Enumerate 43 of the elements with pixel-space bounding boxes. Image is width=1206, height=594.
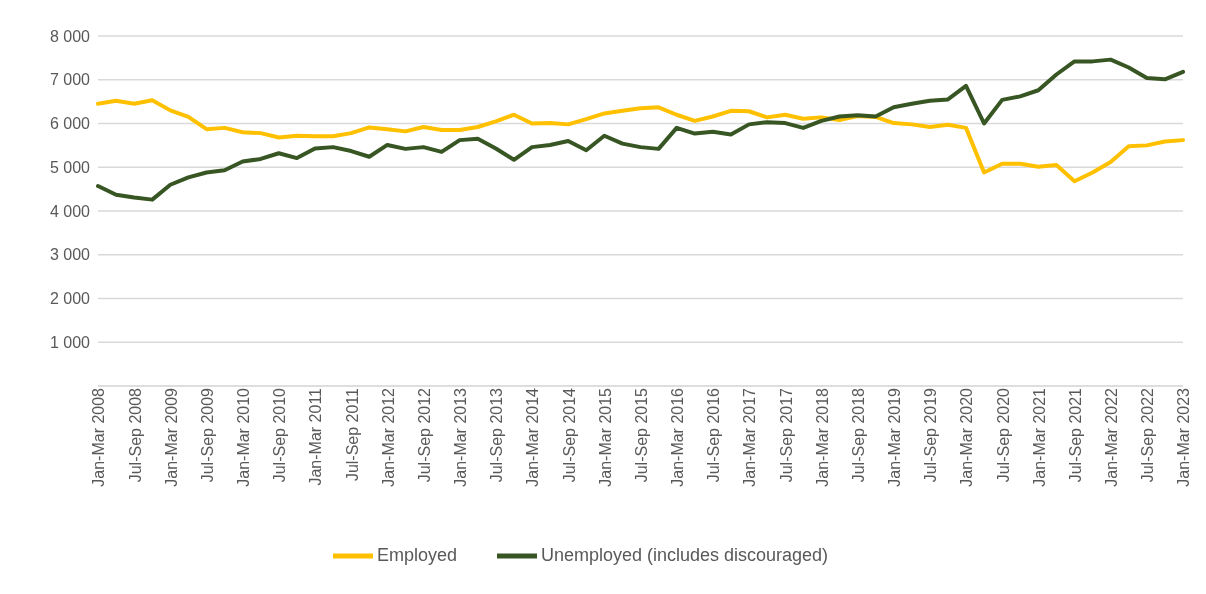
x-tick-label: Jan-Mar 2013 (452, 387, 470, 487)
x-tick-label: Jan-Mar 2009 (162, 387, 180, 487)
y-tick-label: 1 000 (49, 333, 91, 351)
y-tick-label: 5 000 (49, 158, 91, 176)
x-tick-label: Jul-Sep 2011 (343, 387, 361, 482)
y-tick-label: 2 000 (49, 290, 91, 308)
x-tick-label: Jan-Mar 2014 (524, 387, 542, 487)
legend-label: Unemployed (includes discouraged) (540, 544, 829, 565)
x-tick-label: Jan-Mar 2019 (886, 387, 904, 487)
x-tick-label: Jul-Sep 2015 (632, 387, 650, 483)
y-tick-label: 8 000 (49, 27, 91, 45)
x-tick-label: Jan-Mar 2012 (379, 387, 397, 487)
x-tick-label: Jul-Sep 2010 (271, 387, 289, 483)
x-tick-label: Jul-Sep 2016 (705, 387, 723, 483)
y-tick-label: 3 000 (49, 246, 91, 264)
x-tick-label: Jul-Sep 2012 (415, 387, 433, 483)
x-tick-label: Jan-Mar 2015 (596, 387, 614, 487)
line-series (96, 98, 1185, 184)
x-tick-label: Jul-Sep 2021 (1066, 387, 1084, 483)
x-tick-label: Jul-Sep 2013 (488, 387, 506, 483)
legend-label: Employed (376, 544, 457, 565)
x-tick-label: Jan-Mar 2021 (1030, 387, 1048, 487)
x-tick-label: Jul-Sep 2014 (560, 387, 578, 483)
x-tick-label: Jan-Mar 2022 (1103, 387, 1121, 487)
y-tick-label: 6 000 (49, 115, 91, 133)
x-tick-label: Jan-Mar 2020 (958, 387, 976, 487)
x-tick-label: Jan-Mar 2008 (90, 387, 108, 487)
x-tick-label: Jan-Mar 2018 (813, 387, 831, 487)
x-tick-label: Jan-Mar 2011 (307, 387, 325, 486)
x-tick-label: Jan-Mar 2017 (741, 387, 759, 487)
x-tick-label: Jul-Sep 2020 (994, 387, 1012, 483)
x-tick-label: Jul-Sep 2009 (198, 387, 216, 483)
x-tick-label: Jul-Sep 2018 (849, 387, 867, 483)
x-tick-label: Jul-Sep 2008 (126, 387, 144, 483)
y-tick-label: 7 000 (49, 71, 91, 89)
x-tick-label: Jul-Sep 2022 (1139, 387, 1157, 483)
x-tick-label: Jul-Sep 2017 (777, 387, 795, 483)
line-series (96, 57, 1185, 202)
x-tick-label: Jan-Mar 2010 (235, 387, 253, 487)
x-tick-label: Jul-Sep 2019 (922, 387, 940, 483)
y-tick-label: 4 000 (49, 202, 91, 220)
x-tick-label: Jan-Mar 2023 (1175, 387, 1193, 487)
x-tick-label: Jan-Mar 2016 (669, 387, 687, 487)
